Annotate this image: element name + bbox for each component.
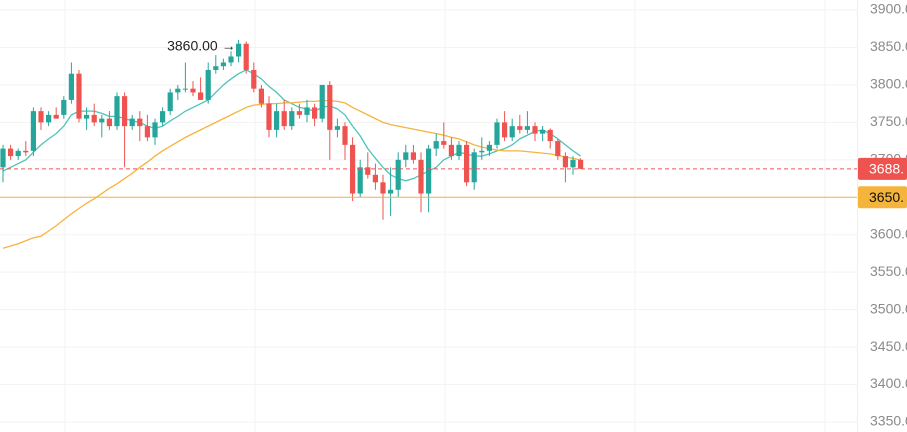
candle-body	[494, 122, 500, 145]
candle-body	[198, 92, 204, 100]
candle-body	[441, 141, 447, 145]
candle-body	[46, 114, 52, 123]
candle-body	[296, 111, 302, 115]
candle-body	[380, 182, 386, 194]
candle-body	[236, 43, 242, 57]
candle-body	[23, 150, 29, 153]
candle-body	[403, 152, 409, 160]
y-tick-label: 3450.00	[870, 338, 907, 354]
ma-line	[2, 100, 581, 249]
ma-line	[2, 69, 581, 182]
candle-body	[144, 126, 150, 138]
candle-body	[486, 144, 492, 151]
candle-body	[8, 148, 14, 157]
candle-body	[410, 152, 416, 160]
candle-body	[53, 114, 59, 119]
candle-body	[91, 114, 97, 123]
candle-body	[304, 107, 310, 115]
candle-body	[509, 126, 515, 138]
candle-body	[167, 92, 173, 112]
y-tick-label: 3900.00	[870, 1, 907, 17]
candle-body	[289, 111, 295, 127]
y-tick-label: 3550.00	[870, 263, 907, 279]
candle-body	[555, 141, 561, 157]
candle-body	[319, 84, 325, 119]
price-tag	[858, 157, 907, 180]
candle-body	[365, 167, 371, 175]
candle-body	[228, 56, 234, 63]
candle-body	[137, 118, 143, 127]
candle-body	[372, 174, 378, 183]
candle-body	[114, 96, 120, 127]
candle-body	[15, 150, 21, 157]
candle-body	[266, 103, 272, 130]
candle-body	[213, 66, 219, 70]
candle-body	[122, 96, 128, 127]
candle-body	[517, 126, 523, 130]
candle-body	[258, 88, 264, 104]
y-tick-label: 3750.00	[870, 113, 907, 129]
candle-body	[106, 118, 112, 127]
candle-body	[160, 111, 166, 123]
candle-body	[0, 148, 6, 168]
y-tick-label: 3850.00	[870, 38, 907, 54]
candle-body	[547, 129, 553, 142]
candle-body	[61, 99, 67, 115]
y-tick-label: 3800.00	[870, 76, 907, 92]
candle-body	[524, 126, 530, 130]
candle-body	[327, 84, 333, 130]
candle-body	[464, 144, 470, 183]
candle-body	[570, 159, 576, 168]
candle-body	[456, 144, 462, 157]
candle-body	[190, 88, 196, 93]
candle-body	[243, 43, 249, 70]
candle-body	[99, 118, 105, 123]
candle-body	[68, 73, 74, 100]
candle-body	[281, 111, 287, 127]
y-tick-label: 3600.00	[870, 225, 907, 241]
candle-body	[502, 122, 508, 138]
y-tick-label: 3500.00	[870, 300, 907, 316]
candle-body	[342, 126, 348, 145]
candle-body	[418, 159, 424, 194]
candle-body	[562, 156, 568, 168]
y-tick-label: 3350.00	[870, 413, 907, 429]
price-tag	[858, 186, 907, 209]
price-tag-label: 3650.	[869, 189, 904, 205]
candle-body	[251, 69, 257, 89]
candle-body	[433, 141, 439, 149]
candle-body	[357, 167, 363, 194]
y-tick-label: 3400.00	[870, 375, 907, 391]
candle-body	[388, 189, 394, 194]
candle-body	[426, 148, 432, 194]
candle-body	[395, 159, 401, 190]
candle-body	[152, 122, 158, 138]
candle-body	[182, 88, 188, 90]
candle-body	[532, 126, 538, 134]
candle-body	[30, 111, 36, 151]
candle-body	[540, 129, 546, 134]
candle-body	[312, 107, 318, 119]
candle-body	[578, 159, 584, 169]
candle-body	[38, 111, 44, 123]
candle-body	[175, 88, 181, 93]
candle-body	[448, 144, 454, 157]
candle-body	[76, 73, 82, 119]
candle-body	[220, 62, 226, 67]
price-tag-label: 3688.	[869, 161, 904, 177]
candle-body	[471, 152, 477, 183]
candle-body	[84, 114, 90, 119]
candle-body	[479, 150, 485, 153]
high-annotation: 3860.00 →	[167, 38, 236, 54]
candle-body	[274, 111, 280, 130]
candle-body	[334, 126, 340, 130]
candle-body	[129, 118, 135, 127]
candle-body	[205, 69, 211, 100]
